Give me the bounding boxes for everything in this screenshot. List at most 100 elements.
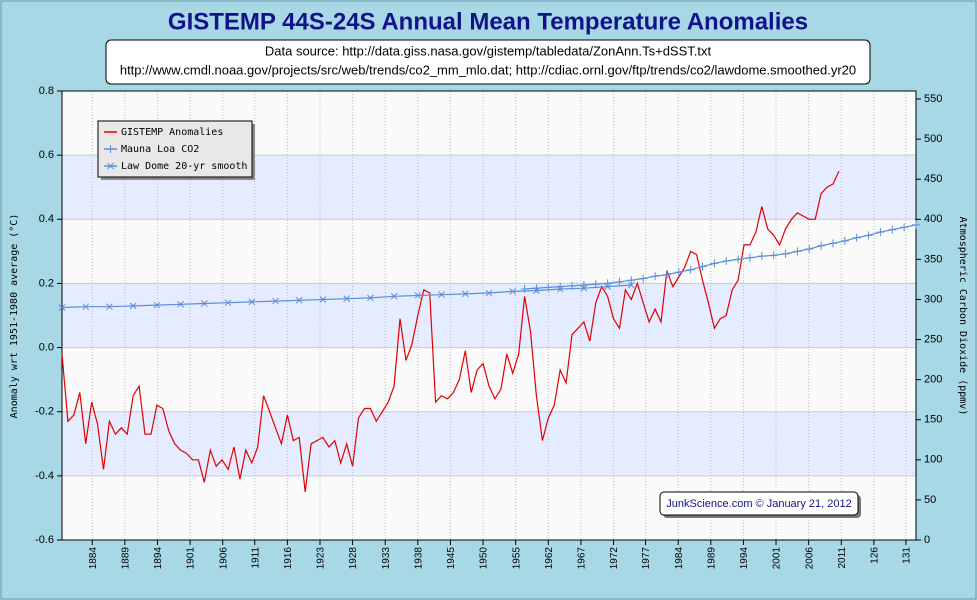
marker xyxy=(745,253,754,262)
marker xyxy=(367,294,374,302)
axes-frame xyxy=(61,90,917,541)
plot: -0.6 -0.4 -0.2 0.0 0.2 0.4 0.6 0.8 1884 1889 1894 1… xyxy=(35,85,942,569)
marker xyxy=(817,241,826,250)
series-line xyxy=(524,224,917,290)
marker xyxy=(200,300,208,307)
marker xyxy=(615,277,624,286)
y2-axis-label: Atmospheric Carbon Dioxide (ppmv) xyxy=(957,217,968,416)
y2-tick-label: 250 xyxy=(924,333,942,345)
x-tick-label: 1955 xyxy=(511,547,522,570)
marker xyxy=(651,272,660,281)
band xyxy=(62,411,916,476)
x-tick-label: 1938 xyxy=(413,547,424,570)
marker xyxy=(438,291,445,299)
x-tick-label: 1972 xyxy=(609,547,620,570)
marker xyxy=(343,295,351,303)
marker xyxy=(509,288,517,295)
marker xyxy=(414,292,422,299)
y2-tick-label: 400 xyxy=(924,213,942,225)
marker xyxy=(390,292,398,300)
marker xyxy=(272,297,279,305)
marker xyxy=(82,303,90,311)
x-tick-label: 1916 xyxy=(283,547,294,570)
marker xyxy=(319,296,327,303)
marker xyxy=(686,265,695,274)
marker xyxy=(888,225,897,234)
source-line: Data source: http://data.giss.nasa.gov/g… xyxy=(265,43,712,58)
band xyxy=(62,283,916,348)
y-tick-label: 0.4 xyxy=(39,213,54,225)
y-tick-label: 0.2 xyxy=(39,277,54,289)
x-tick-label: 1906 xyxy=(218,547,229,570)
y2-tick-label: 150 xyxy=(924,414,942,426)
marker xyxy=(828,239,837,248)
x-tick-label: 2011 xyxy=(837,547,848,569)
y2-tick-label: 350 xyxy=(924,253,942,265)
y2-tick-label: 500 xyxy=(924,133,942,145)
marker xyxy=(912,220,920,229)
legend-label: GISTEMP Anomalies xyxy=(121,127,223,138)
x-tick-label: 1977 xyxy=(641,547,652,570)
x-tick-label: 126 xyxy=(870,547,881,564)
x-tick-label: 1928 xyxy=(348,547,359,570)
series-line xyxy=(61,170,840,492)
x-tick-label: 131 xyxy=(902,547,913,564)
y-tick-label: 0.8 xyxy=(39,85,54,97)
marker xyxy=(485,289,493,297)
y-tick-label: 0.6 xyxy=(39,149,54,161)
x-tick-label: 1923 xyxy=(316,547,327,570)
source-line: http://www.cmdl.noaa.gov/projects/src/we… xyxy=(120,62,856,77)
x-tick-label: 1967 xyxy=(577,547,588,570)
marker xyxy=(840,236,849,245)
legend-box xyxy=(97,120,253,178)
marker xyxy=(876,228,885,237)
marker xyxy=(153,301,161,309)
y-tick-label: -0.4 xyxy=(35,470,54,482)
marker xyxy=(580,284,588,292)
legend-marker xyxy=(107,162,114,170)
marker xyxy=(662,270,671,279)
marker xyxy=(224,299,232,307)
marker xyxy=(864,231,873,240)
x-tick-label: 2006 xyxy=(804,547,815,570)
marker xyxy=(533,287,540,294)
legend: GISTEMP Anomalies Mauna Loa CO2 Law Dome 2… xyxy=(97,120,255,180)
marker xyxy=(556,285,564,293)
marker xyxy=(604,283,611,290)
marker xyxy=(295,296,303,304)
x-tick-label: 1984 xyxy=(674,547,685,570)
annotation-box xyxy=(659,491,859,516)
marker xyxy=(674,268,683,277)
marker xyxy=(520,285,529,294)
y2-tick-label: 550 xyxy=(924,93,942,105)
marker xyxy=(793,247,802,256)
marker xyxy=(769,251,778,260)
x-tick-label: 1933 xyxy=(381,547,392,570)
x-tick-label: 1889 xyxy=(121,547,132,570)
marker xyxy=(248,298,256,306)
x-tick-label: 1901 xyxy=(186,547,197,570)
x-tick-label: 1962 xyxy=(544,547,555,570)
y2-tick-label: 450 xyxy=(924,173,942,185)
marker xyxy=(722,256,731,265)
marker xyxy=(900,223,909,232)
x-tick-label: 1994 xyxy=(739,547,750,570)
y-tick-label: -0.6 xyxy=(35,534,54,546)
marker xyxy=(734,255,743,264)
x-tick-label: 1894 xyxy=(153,547,164,570)
y2-tick-label: 300 xyxy=(924,293,942,305)
source-box xyxy=(105,39,871,85)
y2-tick-label: 200 xyxy=(924,374,942,386)
x-tick-label: 2001 xyxy=(772,547,783,570)
legend-label: Mauna Loa CO2 xyxy=(121,144,199,155)
x-tick-label: 1884 xyxy=(88,547,99,570)
marker xyxy=(698,262,707,271)
x-tick-label: 1945 xyxy=(446,547,457,570)
marker xyxy=(177,300,184,308)
marker xyxy=(852,233,861,242)
marker xyxy=(781,249,790,258)
marker xyxy=(129,302,137,310)
y-tick-label: -0.2 xyxy=(35,406,54,418)
